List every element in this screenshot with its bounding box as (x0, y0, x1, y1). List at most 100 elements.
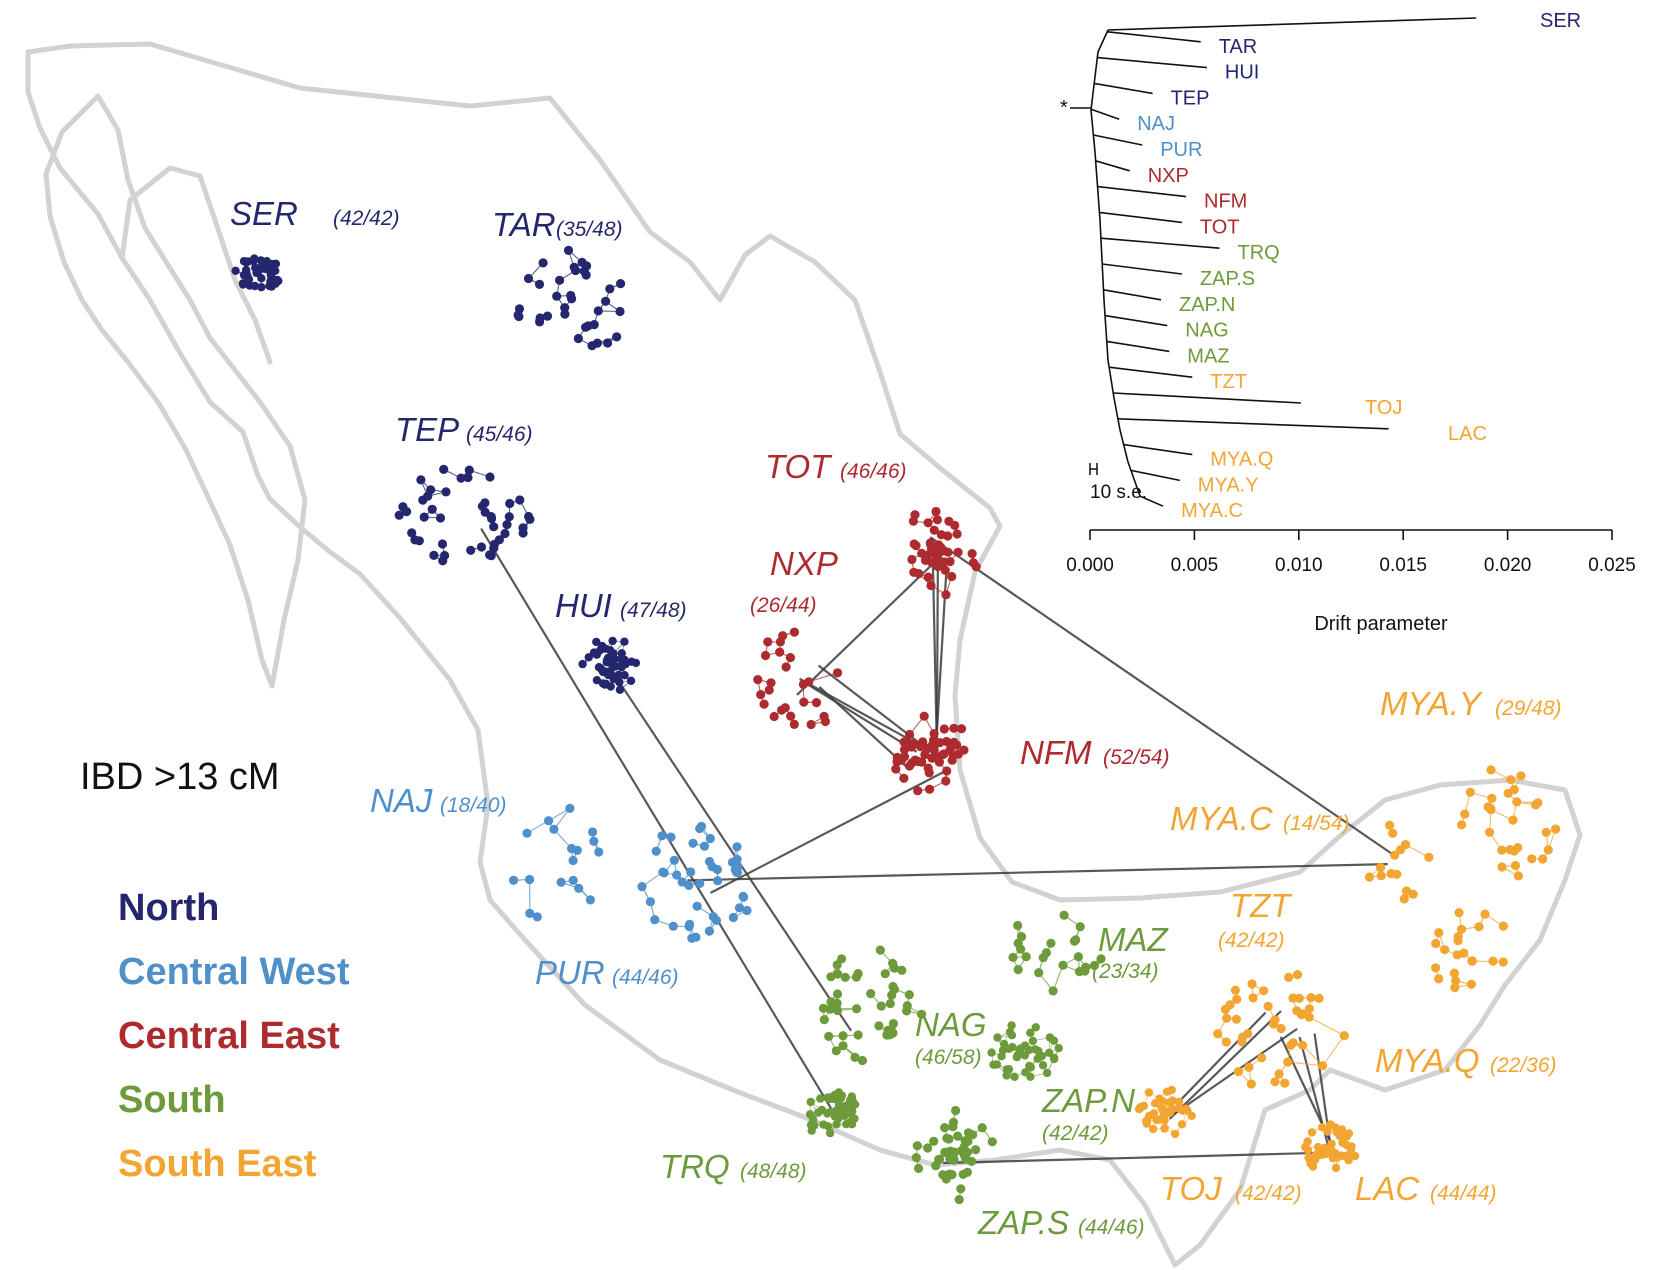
individual-node (571, 266, 580, 275)
individual-node (1480, 910, 1489, 919)
individual-node (440, 551, 449, 560)
individual-node (544, 816, 553, 825)
individual-node (564, 246, 573, 255)
individual-node (890, 985, 899, 994)
pop-label-nfm: NFM (1020, 734, 1092, 771)
individual-node (912, 1153, 921, 1162)
pop-count-nxp: (26/44) (750, 594, 817, 617)
individual-node (1259, 986, 1268, 995)
individual-node (1499, 922, 1508, 931)
individual-node (590, 320, 599, 329)
individual-node (786, 712, 795, 721)
individual-node (1538, 854, 1547, 863)
individual-node (816, 1094, 824, 1102)
tree-branch-nfm (1098, 187, 1187, 197)
individual-node (886, 999, 895, 1008)
tree-branch-tzt (1109, 367, 1192, 377)
individual-node (525, 515, 534, 524)
tree-branch-toj (1113, 393, 1301, 403)
pop-label-lac: LAC (1355, 1170, 1420, 1207)
tree-tip-zap-s: ZAP.S (1200, 268, 1255, 290)
individual-node (909, 739, 918, 748)
individual-node (832, 1046, 841, 1055)
drift-axis-tick-label: 0.015 (1379, 555, 1427, 576)
link-tzt-lac (1315, 1034, 1333, 1158)
individual-node (686, 867, 695, 876)
individual-node (603, 338, 612, 347)
tree-branch-nxp (1096, 161, 1130, 171)
individual-node (700, 842, 709, 851)
individual-node (1506, 775, 1515, 784)
individual-node (761, 651, 770, 660)
individual-node (1045, 1049, 1053, 1057)
individual-node (1049, 986, 1058, 995)
tree-tip-tep: TEP (1171, 87, 1210, 109)
individual-node (258, 262, 266, 270)
individual-node (1450, 983, 1459, 992)
drift-axis-tick-label: 0.010 (1275, 555, 1323, 576)
individual-node (1467, 980, 1476, 989)
link-toj-tzt (1177, 1013, 1266, 1104)
tree-branch-mya-q (1124, 445, 1193, 455)
tree-tip-tzt: TZT (1210, 371, 1247, 393)
individual-node (1022, 952, 1031, 961)
individual-node (593, 651, 601, 659)
individual-node (1457, 925, 1466, 934)
individual-node (887, 1025, 896, 1034)
cluster-zap-n (987, 1021, 1063, 1081)
individual-node (1544, 845, 1553, 854)
individual-node (854, 1030, 863, 1039)
individual-node (1270, 1077, 1279, 1086)
individual-node (833, 668, 842, 677)
individual-node (953, 1132, 962, 1141)
pop-count-trq: (48/48) (740, 1160, 807, 1183)
individual-node (243, 271, 251, 279)
individual-node (949, 1118, 958, 1127)
individual-node (678, 877, 687, 886)
tree-branch-trq (1101, 238, 1220, 248)
individual-node (835, 1108, 843, 1116)
individual-node (955, 1195, 964, 1204)
individual-node (569, 856, 578, 865)
individual-node (1010, 1073, 1018, 1081)
individual-node (1306, 993, 1315, 1002)
individual-node (669, 922, 678, 931)
individual-node (1305, 1013, 1314, 1022)
individual-node (1155, 1095, 1163, 1103)
individual-node (1071, 935, 1080, 944)
individual-node (944, 517, 953, 526)
individual-node (944, 1134, 953, 1143)
individual-node (533, 912, 542, 921)
individual-node (1510, 785, 1519, 794)
individual-node (1295, 994, 1304, 1003)
individual-node (940, 724, 949, 733)
individual-node (428, 505, 437, 514)
individual-node (921, 556, 930, 565)
individual-node (695, 824, 704, 833)
individual-node (1174, 1104, 1182, 1112)
individual-node (1231, 986, 1240, 995)
individual-node (1388, 829, 1397, 838)
individual-node (924, 764, 933, 773)
individual-node (1042, 948, 1051, 957)
individual-node (525, 875, 534, 884)
individual-node (1283, 1058, 1292, 1067)
individual-node (847, 1107, 855, 1115)
individual-node (480, 498, 489, 507)
tree-tip-trq: TRQ (1238, 242, 1280, 264)
individual-node (1154, 1116, 1162, 1124)
legend-item-north: North (118, 887, 219, 929)
pop-count-maz: (23/34) (1092, 960, 1159, 983)
individual-node (770, 712, 779, 721)
individual-node (257, 274, 265, 282)
individual-node (1440, 945, 1449, 954)
individual-node (850, 1053, 859, 1062)
individual-node (924, 573, 933, 582)
pop-count-lac: (44/44) (1430, 1182, 1497, 1205)
individual-node (967, 1157, 976, 1166)
individual-node (1025, 1062, 1033, 1070)
pop-label-naj: NAJ (370, 782, 433, 819)
individual-node (1055, 1044, 1063, 1052)
individual-node (820, 1015, 829, 1024)
individual-node (881, 969, 890, 978)
